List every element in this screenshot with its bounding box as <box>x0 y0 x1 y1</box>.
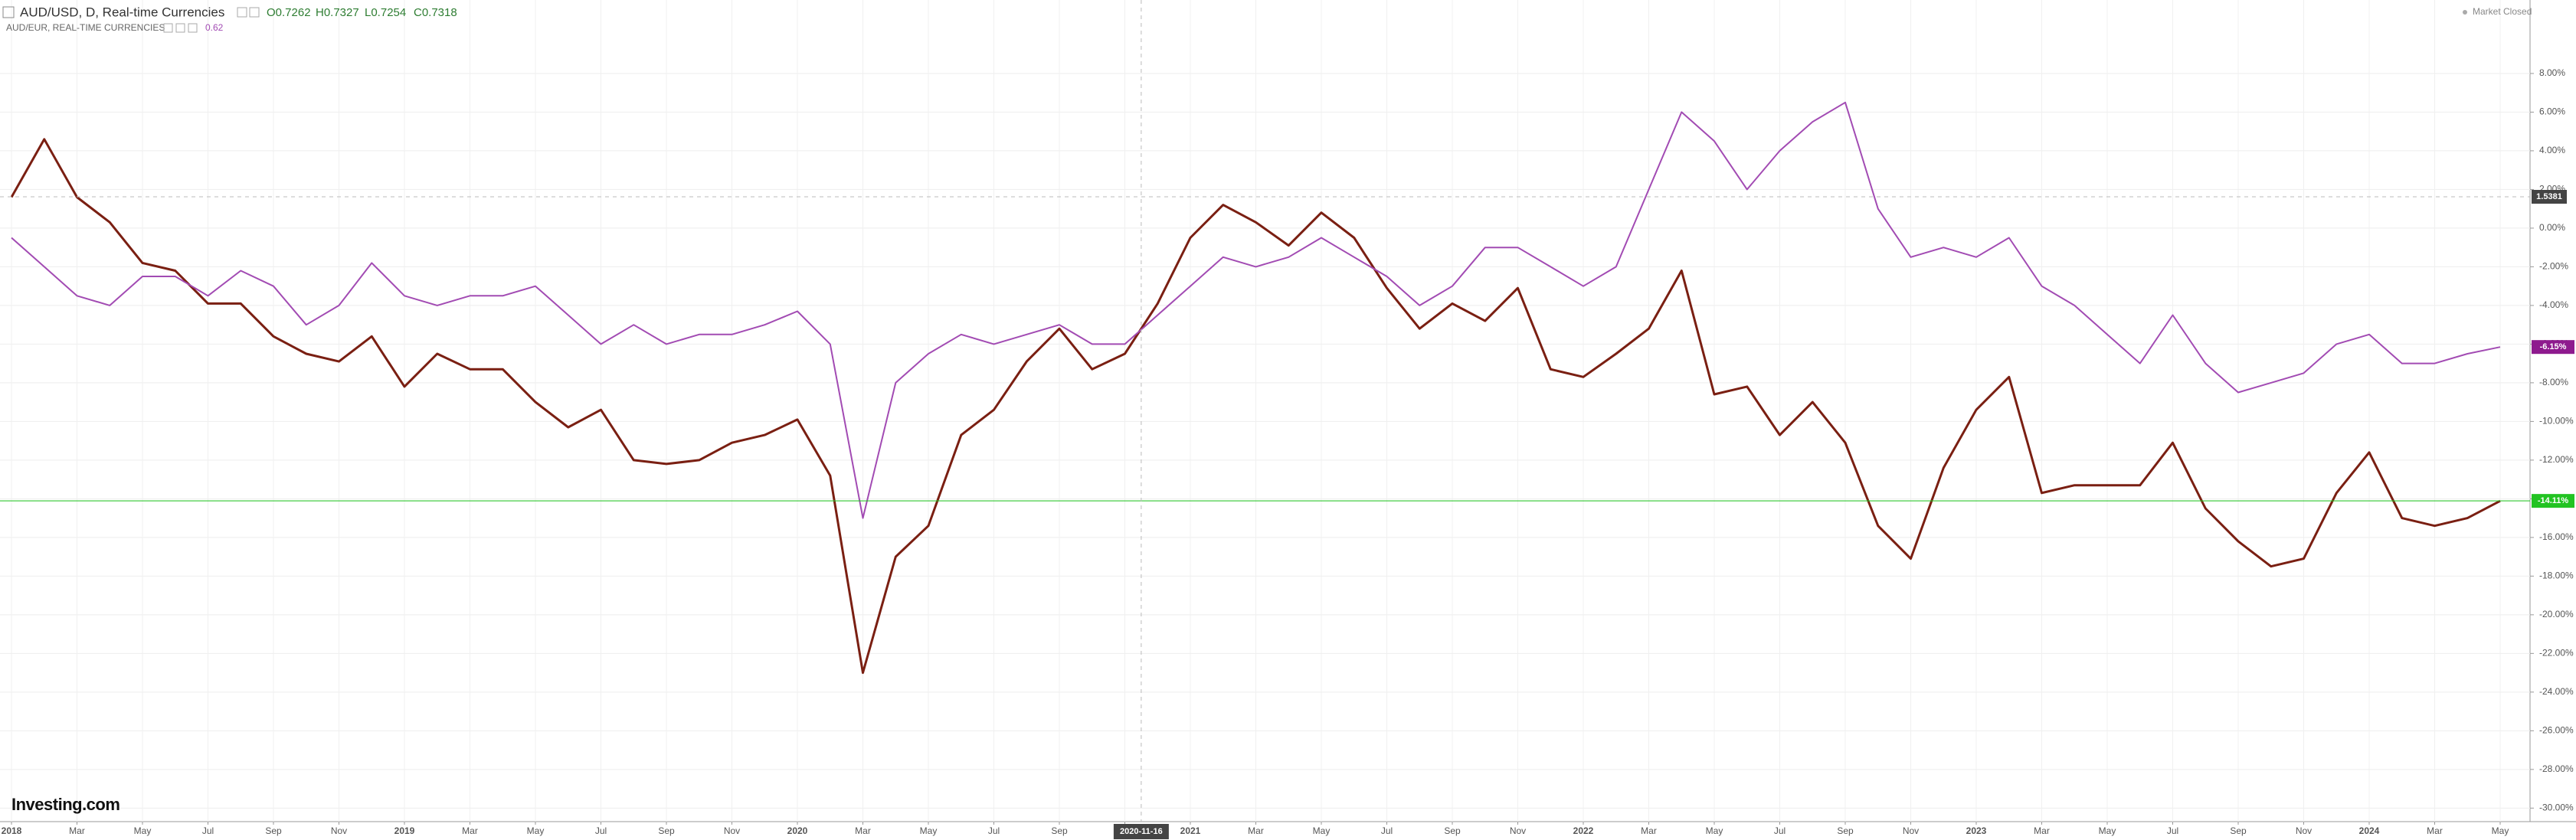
collapse-icon[interactable] <box>2 6 15 18</box>
crosshair-y-label: 1.5381 <box>2536 192 2562 201</box>
y-tick-label: -22.00% <box>2539 648 2574 659</box>
crosshair-x-badge <box>1113 824 1169 839</box>
close-icon[interactable] <box>175 23 185 33</box>
series-line <box>11 101 2501 519</box>
x-tick-label: 2019 <box>394 825 415 836</box>
y-tick-label: -2.00% <box>2539 261 2568 272</box>
x-tick-label: 2020 <box>787 825 808 836</box>
x-tick-label: Jul <box>1381 825 1393 836</box>
y-tick-label: -4.00% <box>2539 299 2568 310</box>
x-tick-label: Nov <box>1903 825 1919 836</box>
x-tick-label: May <box>920 825 938 836</box>
x-tick-label: Sep <box>1444 825 1461 836</box>
x-tick-label: 2018 <box>2 825 22 836</box>
x-tick-label: Jul <box>595 825 607 836</box>
x-tick-label: Jul <box>1774 825 1786 836</box>
x-tick-label: May <box>527 825 545 836</box>
settings-icon[interactable] <box>237 7 247 18</box>
ohlc-close: C0.7318 <box>414 6 457 19</box>
series-title: AUD/EUR, REAL-TIME CURRENCIES <box>6 22 165 33</box>
x-tick-label: May <box>1313 825 1331 836</box>
x-tick-label: Sep <box>1837 825 1854 836</box>
x-tick-label: Sep <box>2230 825 2247 836</box>
y-tick-label: -10.00% <box>2539 416 2574 427</box>
y-tick-label: -26.00% <box>2539 725 2574 736</box>
x-tick-label: May <box>1706 825 1723 836</box>
ohlc-low: L0.7254 <box>365 6 406 19</box>
y-tick-label: -24.00% <box>2539 686 2574 697</box>
x-tick-label: Sep <box>1051 825 1068 836</box>
x-tick-label: Sep <box>265 825 282 836</box>
last-value-badge <box>2532 494 2574 508</box>
x-tick-label: 2021 <box>1180 825 1201 836</box>
x-tick-label: Mar <box>462 825 478 836</box>
x-tick-label: Mar <box>2034 825 2050 836</box>
y-tick-label: 8.00% <box>2539 67 2565 78</box>
market-status: Market Closed <box>2473 6 2532 17</box>
ohlc-high: H0.7327 <box>316 6 359 19</box>
brand-logo: Investing.com <box>11 795 119 814</box>
y-tick-label: -16.00% <box>2539 531 2574 542</box>
x-tick-label: Jul <box>2167 825 2178 836</box>
crosshair-x-label: 2020-11-16 <box>1120 827 1163 836</box>
last-value-label: -14.11% <box>2538 496 2569 505</box>
x-tick-label: Mar <box>2427 825 2443 836</box>
series-title: AUD/USD, D, Real-time Currencies <box>20 5 224 19</box>
close-icon[interactable] <box>249 7 260 18</box>
x-tick-label: Nov <box>724 825 740 836</box>
y-tick-label: -28.00% <box>2539 763 2574 774</box>
y-tick-label: -30.00% <box>2539 802 2574 812</box>
x-tick-label: Nov <box>1510 825 1526 836</box>
x-tick-label: Mar <box>1248 825 1264 836</box>
x-tick-label: Nov <box>2296 825 2312 836</box>
last-value-label: -6.15% <box>2540 342 2567 351</box>
y-tick-label: 4.00% <box>2539 145 2565 155</box>
y-tick-label: -18.00% <box>2539 570 2574 581</box>
x-tick-label: Mar <box>1641 825 1657 836</box>
series-current-value: 0.62 <box>205 22 224 33</box>
x-tick-label: May <box>2099 825 2116 836</box>
plot <box>10 101 2501 675</box>
x-tick-label: May <box>2492 825 2509 836</box>
x-tick-label: 2023 <box>1966 825 1987 836</box>
x-tick-label: Sep <box>658 825 675 836</box>
x-tick-label: Jul <box>202 825 214 836</box>
remove-icon[interactable] <box>188 23 198 33</box>
x-tick-label: 2024 <box>2359 825 2380 836</box>
y-tick-label: -12.00% <box>2539 454 2574 465</box>
x-tick-label: May <box>134 825 152 836</box>
series-line <box>10 138 2501 675</box>
settings-icon[interactable] <box>163 23 173 33</box>
x-tick-label: Jul <box>988 825 1000 836</box>
y-tick-label: 6.00% <box>2539 106 2565 117</box>
x-tick-label: Mar <box>69 825 85 836</box>
crosshair-y-badge <box>2532 190 2567 204</box>
last-value-badge <box>2532 340 2574 355</box>
x-tick-label: 2022 <box>1573 825 1594 836</box>
y-tick-label: -20.00% <box>2539 609 2574 619</box>
x-tick-label: Mar <box>855 825 871 836</box>
x-tick-label: Nov <box>331 825 347 836</box>
y-tick-label: 0.00% <box>2539 222 2565 233</box>
y-tick-label: -8.00% <box>2539 377 2568 387</box>
status-dot <box>2463 10 2467 15</box>
ohlc-open: O0.7262 <box>267 6 311 19</box>
